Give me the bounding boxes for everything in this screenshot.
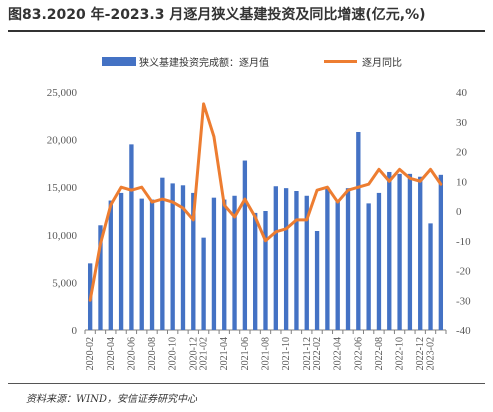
legend-bar-label: 狭义基建投资完成额：逐月值 [139, 56, 269, 69]
bar [201, 237, 206, 330]
y-left-tick-label: 25,000 [47, 87, 78, 99]
y-right-tick-label: 10 [456, 176, 468, 188]
y-left-tick-label: 0 [72, 325, 78, 337]
bar [263, 211, 268, 330]
y-left-tick-label: 5,000 [52, 277, 77, 289]
y-right-tick-label: 20 [456, 147, 468, 159]
y-left-tick-label: 15,000 [47, 182, 78, 194]
y-right-tick-label: 30 [456, 117, 468, 129]
x-tick-label: 2020-04 [106, 337, 117, 370]
legend-bar-swatch [102, 57, 136, 66]
x-tick-label: 2021-10 [281, 337, 292, 370]
bar [170, 183, 175, 330]
bar [314, 230, 320, 330]
x-tick-label: 2021-04 [219, 337, 230, 370]
x-tick-label: 2021-02 [199, 337, 210, 370]
bar-series [87, 131, 444, 330]
x-tick-label: 2022-12 [415, 337, 426, 370]
x-tick-label: 2022-02 [312, 337, 323, 370]
bar [98, 225, 103, 330]
x-tick-label: 2022-06 [353, 337, 364, 370]
bar [139, 198, 144, 330]
bar [160, 177, 165, 330]
bar [428, 223, 433, 330]
x-tick-label: 2020-08 [147, 337, 158, 370]
bar [345, 188, 351, 330]
bar [149, 199, 155, 330]
y-right-tick-label: -10 [456, 236, 471, 248]
legend-line-label: 逐月同比 [362, 57, 402, 69]
figure-title: 图83.2020 年-2023.3 月逐月狭义基建投资及同比增速(亿元,%) [8, 7, 426, 23]
bar [191, 192, 196, 330]
y-left-tick-label: 10,000 [47, 230, 78, 242]
bar [253, 212, 258, 330]
x-tick-label: 2021-12 [302, 337, 313, 370]
bar [108, 200, 113, 330]
bar [180, 185, 186, 330]
line-series [88, 102, 443, 302]
source-note: 资料来源：WIND，安信证券研究中心 [26, 394, 197, 405]
bar [325, 187, 330, 330]
bar [397, 173, 402, 330]
x-tick-label: 2020-02 [85, 337, 96, 370]
top-rule [8, 30, 485, 32]
y-right-tick-label: -40 [456, 325, 471, 337]
bar [283, 188, 289, 330]
bar [222, 199, 227, 330]
x-tick-label: 2020-12 [188, 337, 199, 370]
legend: 狭义基建投资完成额：逐月值 逐月同比 [102, 56, 402, 69]
axes: 0 5,000 10,000 15,000 20,000 25,000 -40 -30 -20 -… [47, 87, 471, 370]
x-tick-label: 2021-06 [240, 337, 251, 370]
bar [232, 195, 237, 330]
bar [273, 186, 278, 330]
x-tick-label: 2020-06 [126, 337, 137, 370]
bar [418, 176, 423, 330]
bar [118, 192, 124, 330]
bar [376, 192, 382, 330]
bar [407, 173, 413, 330]
bar [304, 195, 309, 330]
bar [356, 131, 361, 330]
y-right-tick-label: 0 [456, 206, 462, 218]
bar [438, 174, 444, 330]
y-right-tick-label: 40 [456, 87, 468, 99]
x-tick-label: 2020-10 [168, 337, 179, 370]
bar [335, 200, 340, 330]
y-left-tick-label: 20,000 [47, 135, 78, 147]
bar [211, 197, 217, 330]
bar [387, 171, 392, 330]
bar [129, 144, 134, 330]
x-tick-label: 2022-10 [395, 337, 406, 370]
y-right-tick-label: -30 [456, 295, 471, 307]
x-tick-label: 2021-08 [261, 337, 272, 370]
x-tick-label: 2022-08 [374, 337, 385, 370]
bottom-rule [8, 383, 485, 384]
x-tick-label: 2022-04 [333, 337, 344, 370]
x-tick-label: 2023-02 [426, 337, 437, 370]
yoy-growth-line [88, 102, 443, 302]
bar [294, 191, 299, 330]
bar [366, 203, 371, 330]
y-right-tick-label: -20 [456, 266, 471, 278]
bar [242, 160, 248, 330]
